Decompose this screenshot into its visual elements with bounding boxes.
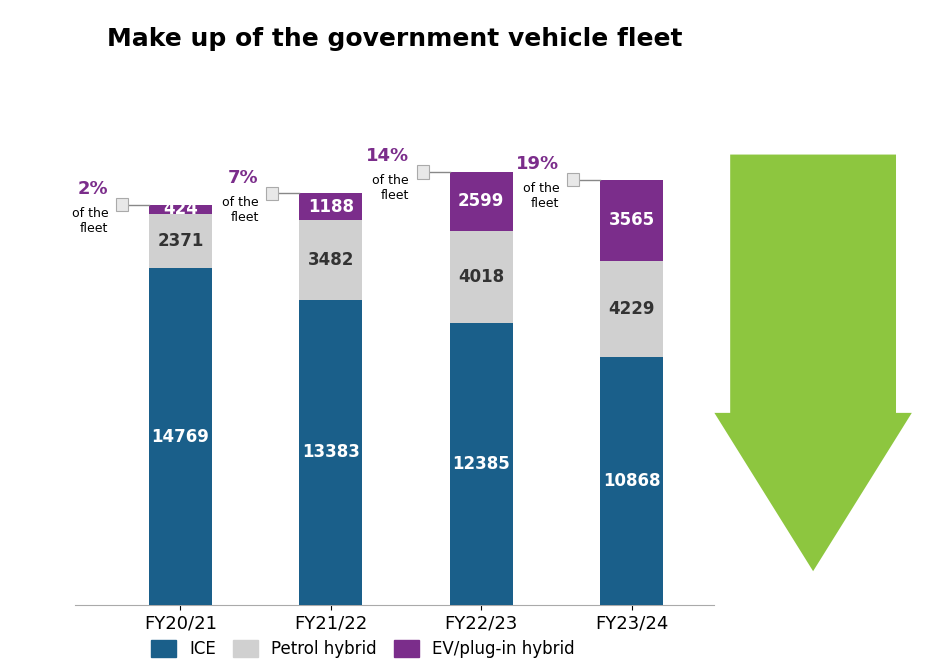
Text: 4229: 4229	[608, 300, 655, 318]
Bar	[449, 231, 513, 323]
Text: 14%: 14%	[366, 147, 409, 165]
Bar	[600, 179, 664, 261]
Text: 424: 424	[163, 200, 198, 218]
Text: 1188: 1188	[308, 198, 353, 216]
Text: 10868: 10868	[603, 472, 661, 490]
Text: 2%: 2%	[78, 179, 108, 198]
Text: decrease
in average
Co2
emissions: decrease in average Co2 emissions	[768, 284, 858, 358]
Text: 19%: 19%	[516, 155, 559, 173]
Legend: ICE, Petrol hybrid, EV/plug-in hybrid: ICE, Petrol hybrid, EV/plug-in hybrid	[145, 633, 581, 665]
Text: 2599: 2599	[458, 192, 505, 210]
Bar	[449, 172, 513, 231]
Bar	[299, 300, 363, 605]
Text: of the
fleet: of the fleet	[71, 207, 108, 235]
Text: 3565: 3565	[608, 211, 655, 229]
Text: 13383: 13383	[302, 444, 360, 461]
Text: of the
fleet: of the fleet	[222, 196, 258, 224]
Bar	[600, 261, 664, 357]
Bar	[149, 268, 212, 605]
Bar	[449, 323, 513, 605]
Text: 10%: 10%	[760, 208, 867, 251]
Text: of the
fleet: of the fleet	[372, 174, 409, 202]
FancyBboxPatch shape	[416, 165, 429, 179]
Bar	[299, 194, 363, 220]
FancyBboxPatch shape	[567, 173, 579, 186]
Bar	[149, 214, 212, 268]
Bar	[600, 357, 664, 605]
FancyBboxPatch shape	[116, 198, 128, 212]
Text: 12385: 12385	[452, 455, 510, 472]
Text: 2371: 2371	[157, 233, 204, 250]
Text: 3482: 3482	[307, 251, 354, 269]
Text: Make up of the government vehicle fleet: Make up of the government vehicle fleet	[107, 27, 682, 51]
Bar	[299, 220, 363, 300]
Text: 7%: 7%	[228, 169, 258, 187]
Text: 4018: 4018	[458, 267, 505, 286]
FancyBboxPatch shape	[266, 187, 278, 200]
Text: 14769: 14769	[151, 427, 210, 446]
Bar	[149, 204, 212, 214]
Text: of the
fleet: of the fleet	[523, 182, 559, 210]
Polygon shape	[714, 155, 912, 571]
